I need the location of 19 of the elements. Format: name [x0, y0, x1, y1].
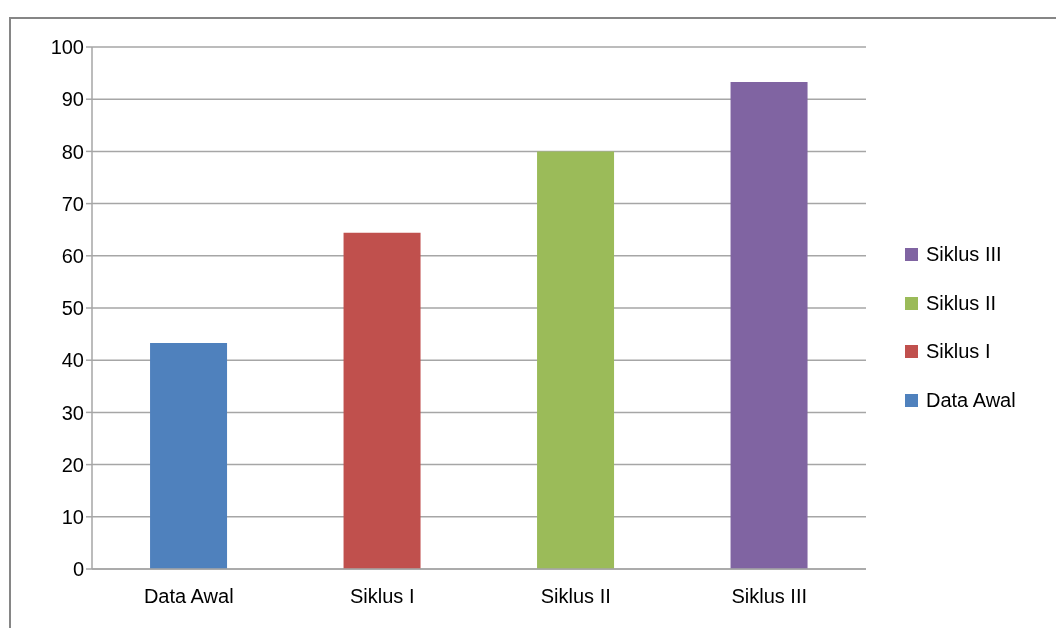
- y-tick-label: 50: [61, 297, 84, 320]
- y-tick-label: 0: [72, 558, 84, 581]
- y-tick-label: 20: [61, 453, 84, 476]
- x-tick-label: Data Awal: [143, 585, 234, 608]
- y-tick-label: 90: [61, 88, 84, 111]
- legend-label: Data Awal: [926, 388, 1016, 412]
- y-tick-label: 10: [61, 505, 84, 528]
- y-tick-label: 70: [61, 192, 84, 215]
- legend-label: Siklus II: [926, 291, 997, 315]
- y-tick-label: 80: [61, 140, 84, 163]
- y-tick-label: 60: [61, 244, 84, 267]
- y-tick-label: 30: [61, 401, 84, 424]
- x-tick-label: Siklus II: [540, 585, 611, 608]
- y-tick-label: 40: [61, 349, 84, 372]
- legend-label: Siklus III: [926, 242, 1002, 266]
- x-tick-label: Siklus III: [731, 585, 808, 608]
- legend-label: Siklus I: [926, 340, 991, 364]
- y-tick-label: 100: [50, 36, 84, 59]
- x-tick-label: Siklus I: [350, 585, 415, 608]
